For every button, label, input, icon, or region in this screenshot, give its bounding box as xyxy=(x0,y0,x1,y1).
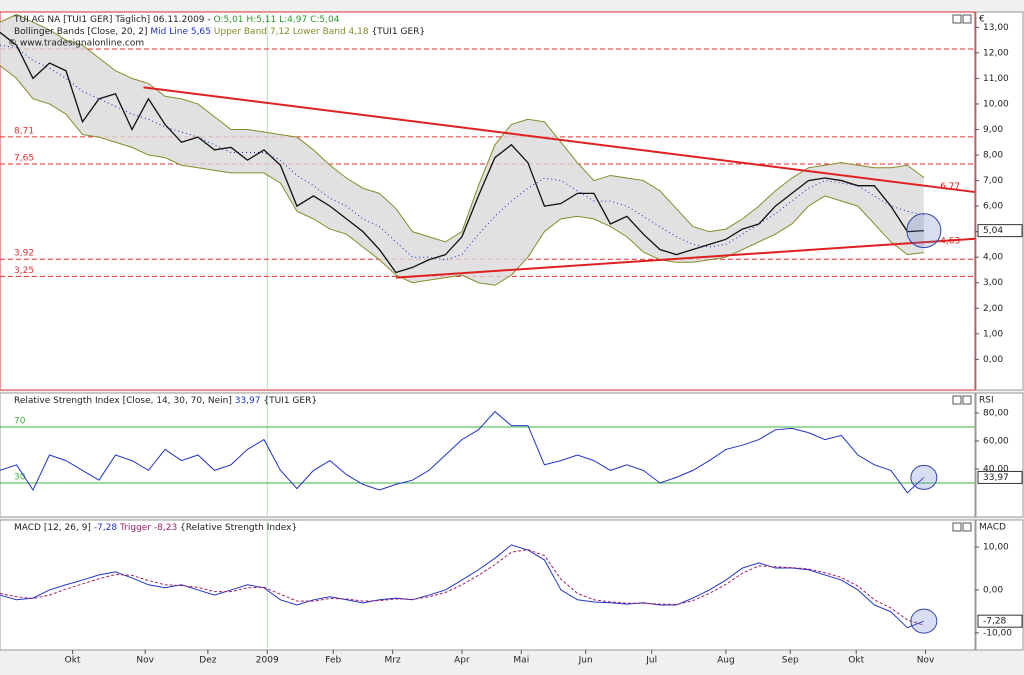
annotation: 4,63 xyxy=(940,237,960,247)
source-tag: {TUI1 GER} xyxy=(371,27,425,37)
header-text: MACD [12, 26, 9] xyxy=(14,523,91,533)
series-line xyxy=(0,65,924,286)
source-tag: {TUI1 GER} xyxy=(263,396,317,406)
panel-button xyxy=(952,14,962,24)
y-tick-label: 0,00 xyxy=(983,585,1003,595)
y-tick-label: 40,00 xyxy=(983,464,1009,474)
x-tick-label: Feb xyxy=(325,656,341,666)
legend-entry: 33,97 xyxy=(235,396,261,406)
panel xyxy=(0,519,976,651)
axis-unit: RSI xyxy=(979,396,994,406)
last-value-box xyxy=(977,470,1023,484)
highlight-circle xyxy=(910,608,938,634)
panel-button xyxy=(952,522,962,532)
y-tick-label: 1,00 xyxy=(983,329,1003,339)
x-tick-label: Mrz xyxy=(385,656,401,666)
ohlc-value: L:4,97 xyxy=(279,15,307,25)
ohlc-value: H:5,11 xyxy=(246,15,276,25)
last-value-box xyxy=(977,614,1023,628)
band-area xyxy=(0,14,924,286)
panel-header: Relative Strength Index [Close, 14, 30, … xyxy=(14,396,317,406)
axis-unit: € xyxy=(979,15,985,25)
axis-area xyxy=(975,519,1024,651)
level-label: 3,25 xyxy=(14,266,34,276)
y-tick-label: 11,00 xyxy=(983,74,1009,84)
trend-line xyxy=(395,237,976,279)
x-tick-label: Jun xyxy=(578,656,593,666)
y-tick-label: 3,00 xyxy=(983,278,1003,288)
y-tick-label: 7,00 xyxy=(983,176,1003,186)
x-tick-label: Dez xyxy=(199,656,216,666)
series-line xyxy=(0,410,925,494)
x-tick-label: 2009 xyxy=(256,656,279,666)
level-label: 30 xyxy=(14,472,26,482)
ohlc-value: C:5,04 xyxy=(310,15,340,25)
x-tick-label: Sep xyxy=(782,656,799,666)
panel-button xyxy=(952,395,962,405)
legend-entry: Mid Line 5,65 xyxy=(150,27,211,37)
legend-entry: Trigger -8,23 xyxy=(119,523,177,533)
panel xyxy=(0,392,976,518)
legend-entry: Upper Band 7,12 Lower Band 4,18 xyxy=(214,27,369,37)
series-line xyxy=(0,31,924,274)
panel-button xyxy=(962,14,972,24)
highlight-circle xyxy=(910,464,938,490)
annotation: 6,77 xyxy=(940,182,960,192)
trend-line xyxy=(143,86,976,194)
axis-unit: MACD xyxy=(979,523,1006,533)
x-tick-label: Nov xyxy=(917,656,935,666)
y-tick-label: 10,00 xyxy=(983,543,1009,553)
last-value-label: 5,04 xyxy=(983,226,1003,236)
x-tick-label: Apr xyxy=(454,656,470,666)
ohlc-value: O:5,01 xyxy=(214,15,244,25)
header-text: Relative Strength Index [Close, 14, 30, … xyxy=(14,396,232,406)
x-tick-label: Aug xyxy=(717,656,735,666)
y-tick-label: 12,00 xyxy=(983,48,1009,58)
series-line xyxy=(0,549,925,626)
legend-entry: -7,28 xyxy=(94,523,118,533)
panel-header: TUI AG NA [TUI1 GER] Täglich] 06.11.2009… xyxy=(13,15,340,25)
x-tick-label: Okt xyxy=(848,656,864,666)
level-label: 7,65 xyxy=(14,153,34,163)
x-tick-label: Okt xyxy=(65,656,81,666)
last-value-label: -7,28 xyxy=(983,617,1007,627)
source-tag: {Relative Strength Index} xyxy=(180,523,297,533)
copyright: © www.tradesignalonline.com xyxy=(8,39,144,49)
panel-header: MACD [12, 26, 9] -7,28 Trigger -8,23 {Re… xyxy=(14,523,297,533)
x-tick-label: Jul xyxy=(645,656,657,666)
y-tick-label: 13,00 xyxy=(983,23,1009,33)
y-tick-label: 4,00 xyxy=(983,253,1003,263)
highlight-circle xyxy=(906,213,942,249)
last-value-label: 33,97 xyxy=(983,473,1009,483)
y-tick-label: 80,00 xyxy=(983,409,1009,419)
level-label: 70 xyxy=(14,417,26,427)
y-tick-label: 60,00 xyxy=(983,437,1009,447)
y-tick-label: 6,00 xyxy=(983,202,1003,212)
panel-subheader: Bollinger Bands [Close, 20, 2] Mid Line … xyxy=(14,27,425,37)
axis-area xyxy=(975,392,1024,518)
level-label: 3,92 xyxy=(14,249,34,259)
axis-area xyxy=(975,11,1024,391)
level-label: 8,71 xyxy=(14,126,34,136)
header-text: TUI AG NA [TUI1 GER] Täglich] 06.11.2009… xyxy=(13,15,211,25)
y-tick-label: 8,00 xyxy=(983,151,1003,161)
panel-button xyxy=(962,522,972,532)
last-value-box xyxy=(977,224,1023,238)
x-tick-label: Nov xyxy=(136,656,154,666)
panel-button xyxy=(962,395,972,405)
y-tick-label: 10,00 xyxy=(983,99,1009,109)
y-tick-label: 2,00 xyxy=(983,304,1003,314)
y-tick-label: 9,00 xyxy=(983,125,1003,135)
y-tick-label: 0,00 xyxy=(983,355,1003,365)
subheader-text: Bollinger Bands [Close, 20, 2] xyxy=(14,27,148,37)
x-tick-label: Mai xyxy=(513,656,529,666)
y-tick-label: -10,00 xyxy=(983,628,1012,638)
